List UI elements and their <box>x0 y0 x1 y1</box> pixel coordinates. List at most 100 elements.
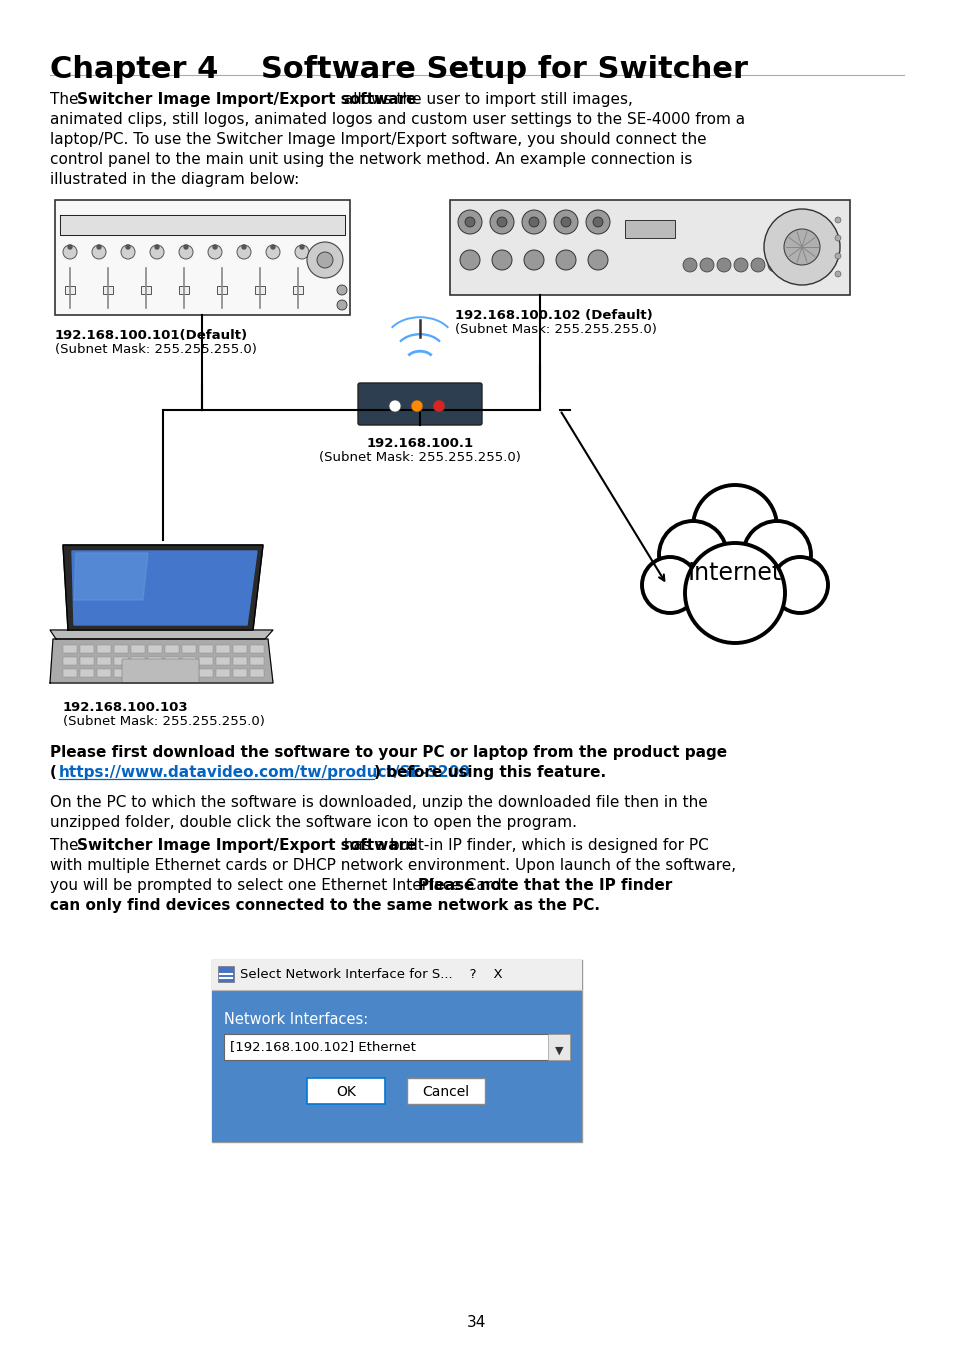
Circle shape <box>750 258 764 271</box>
FancyBboxPatch shape <box>199 645 213 653</box>
Circle shape <box>457 211 481 234</box>
FancyBboxPatch shape <box>103 286 112 294</box>
Polygon shape <box>71 551 256 625</box>
Text: 192.168.100.102 (Default): 192.168.100.102 (Default) <box>455 309 652 323</box>
FancyBboxPatch shape <box>182 645 195 653</box>
FancyBboxPatch shape <box>131 645 145 653</box>
Circle shape <box>213 244 216 248</box>
Circle shape <box>684 543 784 643</box>
FancyBboxPatch shape <box>250 657 264 666</box>
Text: Network Interfaces:: Network Interfaces: <box>224 1012 368 1027</box>
Text: The: The <box>50 92 83 107</box>
FancyBboxPatch shape <box>182 657 195 666</box>
FancyBboxPatch shape <box>233 645 247 653</box>
Circle shape <box>771 558 827 613</box>
Circle shape <box>700 258 713 271</box>
Text: 192.168.100.1: 192.168.100.1 <box>366 437 473 450</box>
Circle shape <box>307 242 343 278</box>
Circle shape <box>682 258 697 271</box>
FancyBboxPatch shape <box>407 1079 484 1104</box>
Text: Please note that the IP finder: Please note that the IP finder <box>417 878 672 892</box>
Circle shape <box>150 244 164 259</box>
FancyBboxPatch shape <box>113 645 128 653</box>
Circle shape <box>692 485 776 568</box>
Circle shape <box>717 258 730 271</box>
FancyBboxPatch shape <box>113 670 128 676</box>
Circle shape <box>336 300 347 310</box>
Text: OK: OK <box>335 1085 355 1099</box>
Text: Switcher Image Import/Export software: Switcher Image Import/Export software <box>77 92 416 107</box>
Polygon shape <box>50 639 273 683</box>
FancyBboxPatch shape <box>233 670 247 676</box>
Circle shape <box>593 217 602 227</box>
Circle shape <box>834 271 841 277</box>
Text: Select Network Interface for S...    ?    X: Select Network Interface for S... ? X <box>240 968 502 981</box>
FancyBboxPatch shape <box>357 383 481 425</box>
Circle shape <box>63 244 77 259</box>
Text: 192.168.100.101(Default): 192.168.100.101(Default) <box>55 329 248 342</box>
FancyBboxPatch shape <box>182 670 195 676</box>
Circle shape <box>492 250 512 270</box>
Text: Chapter 4    Software Setup for Switcher: Chapter 4 Software Setup for Switcher <box>50 55 747 84</box>
Circle shape <box>490 211 514 234</box>
Text: laptop/PC. To use the Switcher Image Import/Export software, you should connect : laptop/PC. To use the Switcher Image Imp… <box>50 132 706 147</box>
Text: Cancel: Cancel <box>422 1085 469 1099</box>
Circle shape <box>767 258 781 271</box>
FancyBboxPatch shape <box>148 670 162 676</box>
Circle shape <box>834 252 841 259</box>
FancyBboxPatch shape <box>80 645 94 653</box>
FancyBboxPatch shape <box>450 200 849 296</box>
Circle shape <box>560 217 571 227</box>
Circle shape <box>121 244 135 259</box>
Circle shape <box>97 244 101 248</box>
Circle shape <box>834 235 841 242</box>
Circle shape <box>266 244 280 259</box>
Circle shape <box>411 400 422 412</box>
Text: animated clips, still logos, animated logos and custom user settings to the SE-4: animated clips, still logos, animated lo… <box>50 112 744 127</box>
FancyBboxPatch shape <box>113 657 128 666</box>
FancyBboxPatch shape <box>218 967 233 981</box>
Circle shape <box>154 244 159 248</box>
Circle shape <box>433 400 444 412</box>
Circle shape <box>763 209 840 285</box>
FancyBboxPatch shape <box>547 1034 569 1060</box>
Circle shape <box>184 244 188 248</box>
Circle shape <box>294 244 309 259</box>
Circle shape <box>585 211 609 234</box>
Text: can only find devices connected to the same network as the PC.: can only find devices connected to the s… <box>50 898 599 913</box>
FancyBboxPatch shape <box>148 645 162 653</box>
FancyBboxPatch shape <box>97 645 111 653</box>
Circle shape <box>521 211 545 234</box>
FancyBboxPatch shape <box>250 670 264 676</box>
FancyBboxPatch shape <box>216 286 227 294</box>
Text: ▼: ▼ <box>554 1046 562 1056</box>
FancyBboxPatch shape <box>199 670 213 676</box>
Circle shape <box>236 244 251 259</box>
FancyBboxPatch shape <box>199 657 213 666</box>
Circle shape <box>659 521 726 589</box>
Text: (Subnet Mask: 255.255.255.0): (Subnet Mask: 255.255.255.0) <box>63 716 265 728</box>
Circle shape <box>497 217 506 227</box>
Circle shape <box>801 258 815 271</box>
Text: Internet: Internet <box>687 562 781 585</box>
Text: has a built-in IP finder, which is designed for PC: has a built-in IP finder, which is desig… <box>338 838 708 853</box>
Polygon shape <box>60 215 345 235</box>
FancyBboxPatch shape <box>215 645 230 653</box>
Text: The: The <box>50 838 83 853</box>
FancyBboxPatch shape <box>80 657 94 666</box>
Circle shape <box>529 217 538 227</box>
Text: Switcher Image Import/Export software: Switcher Image Import/Export software <box>77 838 416 853</box>
FancyBboxPatch shape <box>215 657 230 666</box>
FancyBboxPatch shape <box>55 200 350 315</box>
FancyBboxPatch shape <box>212 990 581 1142</box>
Circle shape <box>126 244 130 248</box>
Circle shape <box>271 244 274 248</box>
Text: control panel to the main unit using the network method. An example connection i: control panel to the main unit using the… <box>50 153 692 167</box>
FancyBboxPatch shape <box>212 960 581 1142</box>
Text: allows the user to import still images,: allows the user to import still images, <box>338 92 632 107</box>
Polygon shape <box>63 545 263 630</box>
FancyBboxPatch shape <box>122 659 199 683</box>
FancyBboxPatch shape <box>293 286 303 294</box>
Circle shape <box>459 250 479 270</box>
Circle shape <box>336 285 347 296</box>
